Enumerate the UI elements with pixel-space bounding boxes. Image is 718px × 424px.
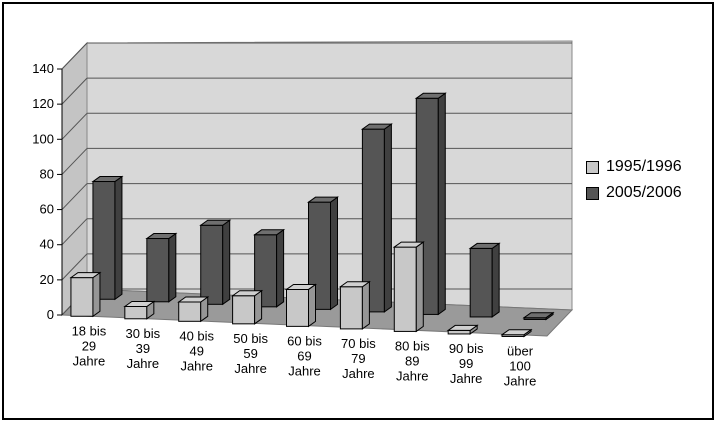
x-tick-label: 70 bis 79 Jahre [341, 336, 376, 381]
bar-front [339, 286, 363, 330]
bar-front [393, 246, 417, 332]
bar-2005-2006 [199, 219, 232, 306]
x-tick-label: 40 bis 49 Jahre [179, 328, 214, 373]
bar-side [383, 123, 392, 313]
bar-1995-1996 [177, 296, 210, 323]
y-tick-label: 0 [47, 307, 54, 322]
bar-top [284, 283, 318, 290]
bar-side [415, 241, 424, 333]
bar-top [177, 296, 210, 303]
gridline-side [61, 77, 88, 105]
bar-top [360, 123, 393, 130]
bar-side [222, 219, 231, 306]
bar-side [276, 228, 285, 308]
bar-2005-2006 [360, 123, 393, 313]
gridline-side [61, 218, 88, 246]
x-tick-label: 80 bis 89 Jahre [395, 338, 430, 383]
gridline-side [61, 253, 88, 281]
legend: 1995/1996 2005/2006 [586, 158, 682, 210]
bar-side [491, 242, 500, 318]
bar-front [146, 238, 170, 303]
bar-top [306, 196, 340, 203]
bar-1995-1996 [446, 324, 479, 335]
bar-1995-1996 [392, 241, 425, 333]
bar-1995-1996 [338, 280, 371, 330]
bar-2005-2006 [306, 196, 340, 311]
gridline-side [61, 148, 88, 175]
bar-front [286, 288, 309, 327]
bar-side [168, 232, 177, 303]
bar-side [114, 175, 123, 301]
x-tick-label: über 100 Jahre [504, 343, 537, 388]
bar-top [145, 233, 178, 240]
gridline-side [61, 183, 88, 210]
bar-top [522, 312, 555, 319]
y-tick-label: 60 [40, 202, 54, 217]
bar-side [308, 283, 316, 328]
bar-front [70, 277, 94, 317]
y-axis: 0 20 40 60 80 100 120 140 [32, 61, 63, 322]
bars [69, 92, 555, 338]
gridline-side [61, 112, 88, 140]
bar-2005-2006 [522, 311, 555, 321]
bar-side [361, 280, 370, 330]
bar-2005-2006 [468, 242, 501, 318]
legend-label-2005: 2005/2006 [606, 184, 682, 201]
bar-1995-1996 [123, 300, 156, 320]
bar-1995-1996 [231, 289, 264, 325]
bar-front [447, 329, 471, 335]
x-tick-label: 18 bis 29 Jahre [72, 323, 107, 368]
bar-side [330, 196, 338, 311]
bar-top [468, 242, 501, 249]
legend-swatch-2005 [586, 186, 599, 200]
legend-item: 2005/2006 [586, 184, 682, 202]
gridline-side [61, 42, 88, 70]
bar-1995-1996 [500, 328, 533, 338]
bar-2005-2006 [145, 232, 178, 303]
bar-2005-2006 [91, 175, 124, 301]
legend-swatch-1995 [586, 160, 599, 174]
bar-top [231, 290, 264, 297]
bar-1995-1996 [69, 271, 102, 318]
x-tick-label: 60 bis 69 Jahre [287, 333, 322, 378]
y-tick-label: 140 [32, 61, 54, 76]
bar-top [91, 176, 124, 183]
y-tick-label: 100 [32, 131, 54, 146]
bar-front [124, 305, 148, 320]
bar-front [232, 295, 256, 325]
bar-side [254, 289, 263, 325]
bar-side [92, 271, 101, 318]
y-tick-label: 120 [32, 96, 54, 111]
bar-side [437, 92, 446, 316]
bar-top [253, 229, 286, 236]
x-tick-label: 90 bis 99 Jahre [449, 341, 484, 386]
bar-front [200, 224, 224, 305]
bar-top [69, 272, 102, 279]
y-tick-label: 40 [40, 237, 54, 252]
bar-front [178, 301, 202, 322]
bar-2005-2006 [253, 228, 286, 308]
x-tick-label: 30 bis 39 Jahre [125, 326, 160, 371]
bar-top [414, 92, 447, 99]
legend-item: 1995/1996 [586, 158, 682, 176]
bar-top [500, 329, 533, 336]
x-axis: 18 bis 29 Jahre 30 bis 39 Jahre 40 bis 49 Jahre 5… [72, 323, 537, 388]
x-tick-label: 50 bis 59 Jahre [233, 331, 268, 376]
bar-top [338, 281, 371, 288]
y-tick-label: 80 [40, 166, 54, 181]
bar-top [199, 219, 232, 226]
bar-front [469, 247, 493, 318]
y-tick-label: 20 [40, 272, 54, 287]
bar-1995-1996 [284, 283, 318, 328]
bar-top [446, 324, 479, 331]
bar-top [392, 241, 425, 248]
legend-label-1995: 1995/1996 [606, 158, 682, 175]
bar-top [123, 300, 156, 307]
